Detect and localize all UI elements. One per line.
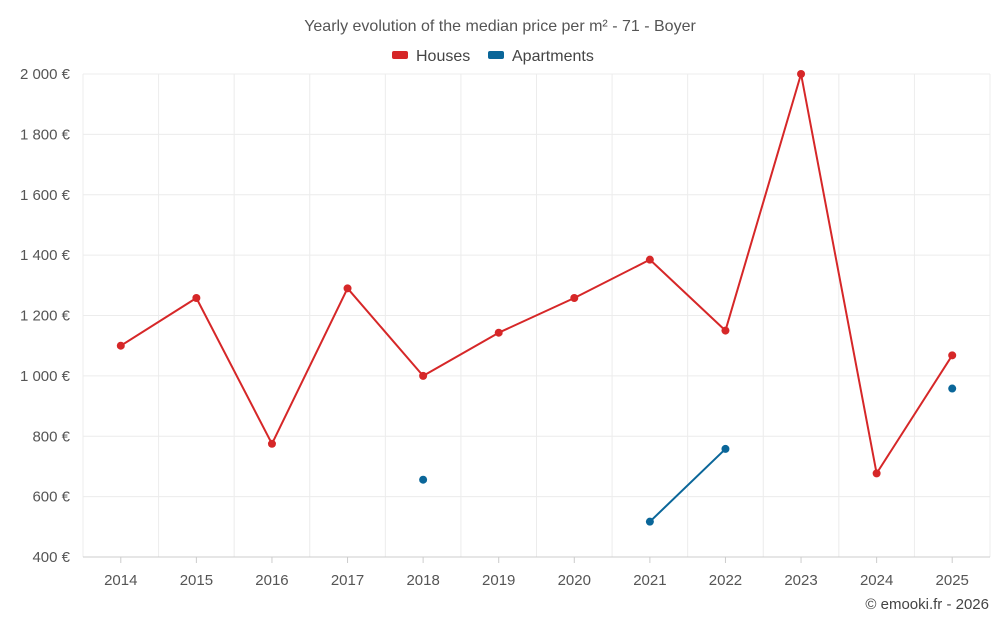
x-tick-label: 2023: [784, 572, 817, 589]
x-tick-label: 2025: [936, 572, 969, 589]
x-tick-label: 2017: [331, 572, 364, 589]
chart-title: Yearly evolution of the median price per…: [304, 18, 696, 35]
x-tick-label: 2021: [633, 572, 666, 589]
series-line-houses: [120, 73, 954, 475]
y-tick-label: 800 €: [32, 428, 70, 445]
legend-swatch-houses: [392, 51, 408, 59]
legend-label-houses: Houses: [416, 48, 470, 65]
data-point-houses[interactable]: Houses 2020: 1258 €: [570, 293, 579, 302]
legend-label-apartments: Apartments: [512, 48, 594, 65]
y-tick-label: 1 800 €: [20, 126, 71, 143]
x-tick-label: 2014: [104, 572, 137, 589]
y-tick-label: 1 400 €: [20, 247, 71, 264]
legend-item-houses[interactable]: Houses: [392, 48, 470, 65]
data-point-houses[interactable]: Houses 2014: 1100 €: [116, 341, 125, 350]
legend-swatch-apartments: [488, 51, 504, 59]
y-tick-label: 1 200 €: [20, 308, 71, 325]
x-tick-label: 2016: [255, 572, 288, 589]
credit-text: © emooki.fr - 2026: [865, 596, 989, 613]
data-point-houses[interactable]: Houses 2024: 677 €: [872, 469, 881, 478]
series-line-apartments: [649, 448, 727, 523]
legend: Houses Apartments: [392, 48, 594, 65]
data-point-houses[interactable]: Houses 2016: 775 €: [267, 439, 276, 448]
y-tick-label: 2 000 €: [20, 66, 71, 83]
data-point-houses[interactable]: Houses 2022: 1150 €: [721, 326, 730, 335]
data-point-apartments[interactable]: Apartments 2018: 656 €: [419, 475, 428, 484]
grid-layer: [82, 73, 991, 557]
x-tick-label: 2020: [558, 572, 591, 589]
x-tick-label: 2024: [860, 572, 893, 589]
data-point-apartments[interactable]: Apartments 2022: 758 €: [721, 444, 730, 453]
data-point-apartments[interactable]: Apartments 2025: 958 €: [948, 384, 957, 393]
axis-layer: 400 € 600 € 800 € 1 000 € 1 200 € 1 400 € 1 60…: [20, 66, 990, 589]
x-tick-label: 2015: [180, 572, 213, 589]
data-point-houses[interactable]: Houses 2025: 1068 €: [948, 351, 957, 360]
data-point-houses[interactable]: Houses 2017: 1290 €: [343, 284, 352, 293]
x-tick-label: 2018: [406, 572, 439, 589]
data-point-houses[interactable]: Houses 2021: 1385 €: [645, 255, 654, 264]
data-point-houses[interactable]: Houses 2019: 1143 €: [494, 328, 503, 337]
y-tick-label: 1 600 €: [20, 187, 71, 204]
y-tick-label: 600 €: [32, 489, 70, 506]
y-tick-label: 400 €: [32, 549, 70, 566]
x-tick-label: 2019: [482, 572, 515, 589]
y-tick-label: 1 000 €: [20, 368, 71, 385]
data-point-houses[interactable]: Houses 2015: 1258 €: [192, 293, 201, 302]
legend-item-apartments[interactable]: Apartments: [488, 48, 594, 65]
x-tick-label: 2022: [709, 572, 742, 589]
data-point-apartments[interactable]: Apartments 2021: 517 €: [645, 517, 654, 526]
series-layer: Houses 2014: 1100 € Houses 2015: 1258 € Ho…: [116, 70, 957, 526]
